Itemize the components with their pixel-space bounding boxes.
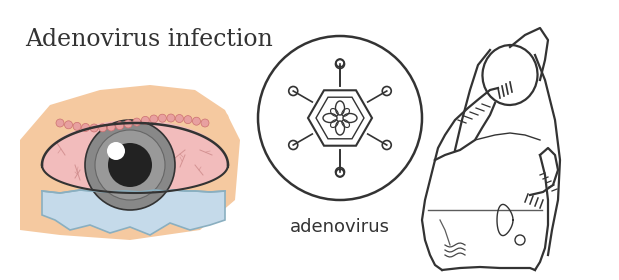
Circle shape [56,119,64,127]
Circle shape [73,122,81,130]
Circle shape [107,142,125,160]
Circle shape [116,122,124,130]
Circle shape [82,123,90,132]
Circle shape [90,124,98,132]
Circle shape [201,119,209,127]
Text: adenovirus: adenovirus [290,218,390,236]
Polygon shape [30,90,235,220]
Circle shape [175,115,183,123]
Circle shape [64,121,72,129]
Text: Adenovirus infection: Adenovirus infection [25,28,273,51]
Circle shape [150,115,158,123]
Polygon shape [42,190,225,235]
Circle shape [85,120,175,210]
Circle shape [132,118,141,126]
Circle shape [193,117,201,125]
Circle shape [107,123,115,131]
Circle shape [124,120,132,128]
Polygon shape [20,85,240,240]
Circle shape [98,124,106,132]
Circle shape [108,143,152,187]
Circle shape [158,114,167,122]
Polygon shape [42,120,228,193]
Circle shape [95,130,165,200]
Circle shape [167,114,175,122]
Circle shape [184,116,192,124]
Circle shape [141,116,149,124]
